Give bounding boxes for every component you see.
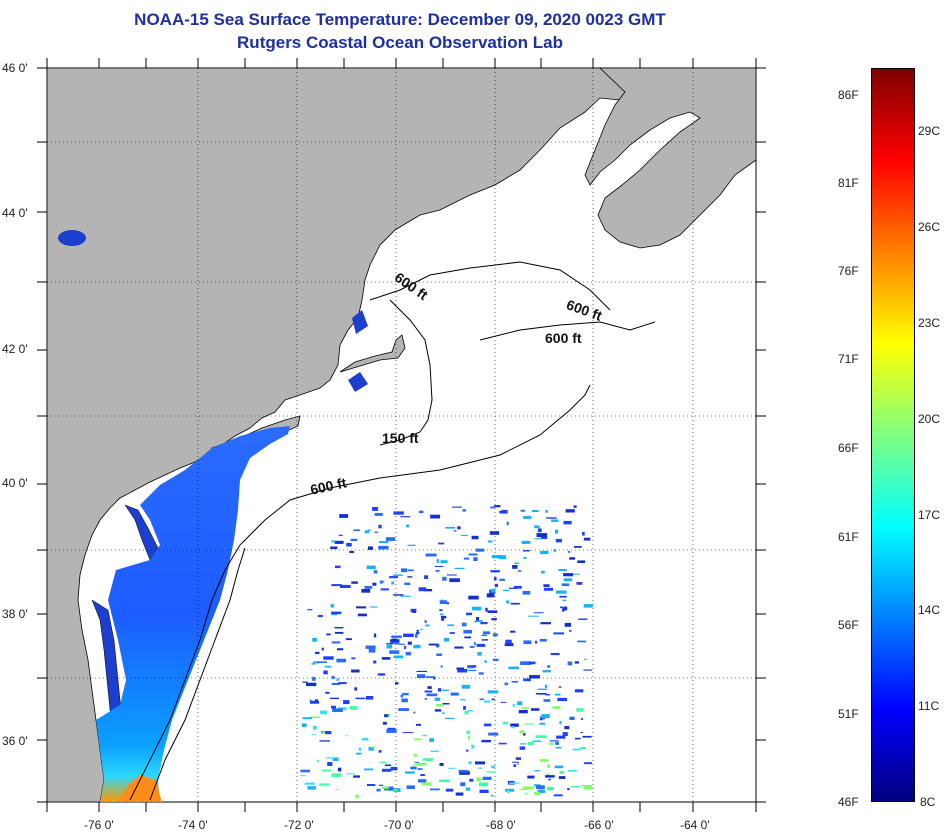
colorbar-c-label: 14C bbox=[918, 603, 941, 617]
bathymetry-contours bbox=[129, 261, 656, 801]
lake bbox=[58, 230, 86, 246]
lon-label: -70 0' bbox=[384, 818, 414, 832]
lon-label: -72 0' bbox=[284, 818, 314, 832]
lat-label: 42 0' bbox=[2, 342, 28, 356]
lat-label: 46 0' bbox=[2, 61, 28, 75]
lat-label: 36 0' bbox=[2, 734, 28, 748]
colorbar-c-label: 26C bbox=[918, 220, 941, 234]
lat-label: 38 0' bbox=[2, 607, 28, 621]
colorbar-f-label: 66F bbox=[838, 441, 859, 455]
colorbar-f-label: 81F bbox=[838, 176, 859, 190]
lon-label: -74 0' bbox=[178, 818, 208, 832]
warm-water-patch bbox=[118, 775, 162, 802]
colorbar-c-label: 20C bbox=[918, 412, 941, 426]
colorbar-f-label: 76F bbox=[838, 264, 859, 278]
colorbar-f-label: 86F bbox=[838, 88, 859, 102]
contour-label: 600 ft bbox=[545, 330, 582, 346]
lon-label: -76 0' bbox=[84, 818, 114, 832]
colorbar-f-label: 56F bbox=[838, 618, 859, 632]
axis-ticks bbox=[37, 58, 766, 812]
colorbar-c-label: 29C bbox=[918, 124, 941, 138]
lat-label: 40 0' bbox=[2, 476, 28, 490]
lat-label: 44 0' bbox=[2, 206, 28, 220]
colorbar-f-label: 46F bbox=[838, 795, 859, 809]
lon-label: -66 0' bbox=[584, 818, 614, 832]
narragansett-bay bbox=[348, 372, 368, 392]
colorbar-c-label: 11C bbox=[918, 699, 940, 713]
colorbar-c-label: 23C bbox=[918, 316, 941, 330]
colorbar-f-label: 51F bbox=[838, 707, 859, 721]
temperature-colorbar bbox=[871, 68, 915, 802]
coastal-sst-band bbox=[96, 426, 290, 802]
map-title: NOAA-15 Sea Surface Temperature: Decembe… bbox=[134, 10, 666, 29]
land-cape-cod bbox=[339, 334, 406, 373]
land-mainland bbox=[46, 67, 641, 803]
colorbar-f-label: 71F bbox=[838, 352, 859, 366]
lon-label: -64 0' bbox=[680, 818, 710, 832]
colorbar-f-label: 61F bbox=[838, 530, 859, 544]
massachusetts-bay bbox=[352, 310, 368, 334]
lon-label: -68 0' bbox=[486, 818, 516, 832]
colorbar-c-label: 8C bbox=[920, 795, 936, 809]
satellite-sst-speckle bbox=[300, 505, 593, 799]
land-nova-scotia bbox=[584, 67, 757, 249]
colorbar-c-label: 17C bbox=[918, 508, 941, 522]
map-subtitle: Rutgers Coastal Ocean Observation Lab bbox=[237, 33, 563, 52]
contour-label: 150 ft bbox=[382, 430, 419, 446]
